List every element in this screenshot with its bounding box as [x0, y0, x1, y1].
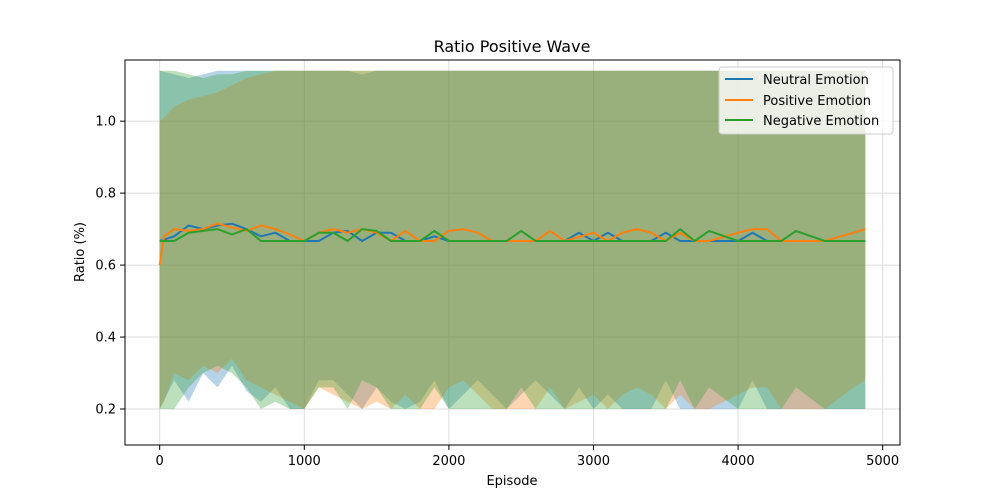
band-neutral-emotion	[159, 70, 866, 410]
legend-label-negative: Negative Emotion	[763, 114, 879, 129]
y-tick-label: 0.6	[95, 259, 116, 274]
y-axis-label: Ratio (%)	[73, 222, 88, 282]
x-tick-label: 4000	[722, 454, 755, 469]
x-axis-label: Episode	[486, 474, 537, 489]
x-tick-label: 5000	[866, 454, 899, 469]
x-tick-label: 1000	[288, 454, 321, 469]
line-negative-emotion	[159, 228, 866, 242]
y-tick-label: 0.2	[95, 403, 116, 418]
confidence-bands	[159, 70, 866, 410]
chart-title: Ratio Positive Wave	[434, 37, 591, 56]
band-positive-emotion	[159, 70, 866, 410]
y-axis-ticks: 0.2 0.4 0.6 0.8 1.0	[95, 115, 125, 418]
legend: Neutral Emotion Positive Emotion Negativ…	[718, 66, 894, 135]
x-axis-ticks: 0 1000 2000 3000 4000 5000	[156, 445, 899, 469]
y-tick-label: 1.0	[95, 115, 116, 130]
y-tick-label: 0.4	[95, 331, 116, 346]
legend-box	[718, 66, 894, 135]
x-tick-label: 3000	[577, 454, 610, 469]
band-negative-emotion	[159, 70, 866, 410]
series-lines	[158, 222, 866, 266]
legend-label-positive: Positive Emotion	[763, 94, 871, 109]
legend-label-neutral: Neutral Emotion	[763, 73, 869, 88]
x-tick-label: 2000	[432, 454, 465, 469]
plot-frame	[124, 59, 901, 446]
y-tick-label: 0.8	[95, 187, 116, 202]
x-tick-label: 0	[156, 454, 164, 469]
